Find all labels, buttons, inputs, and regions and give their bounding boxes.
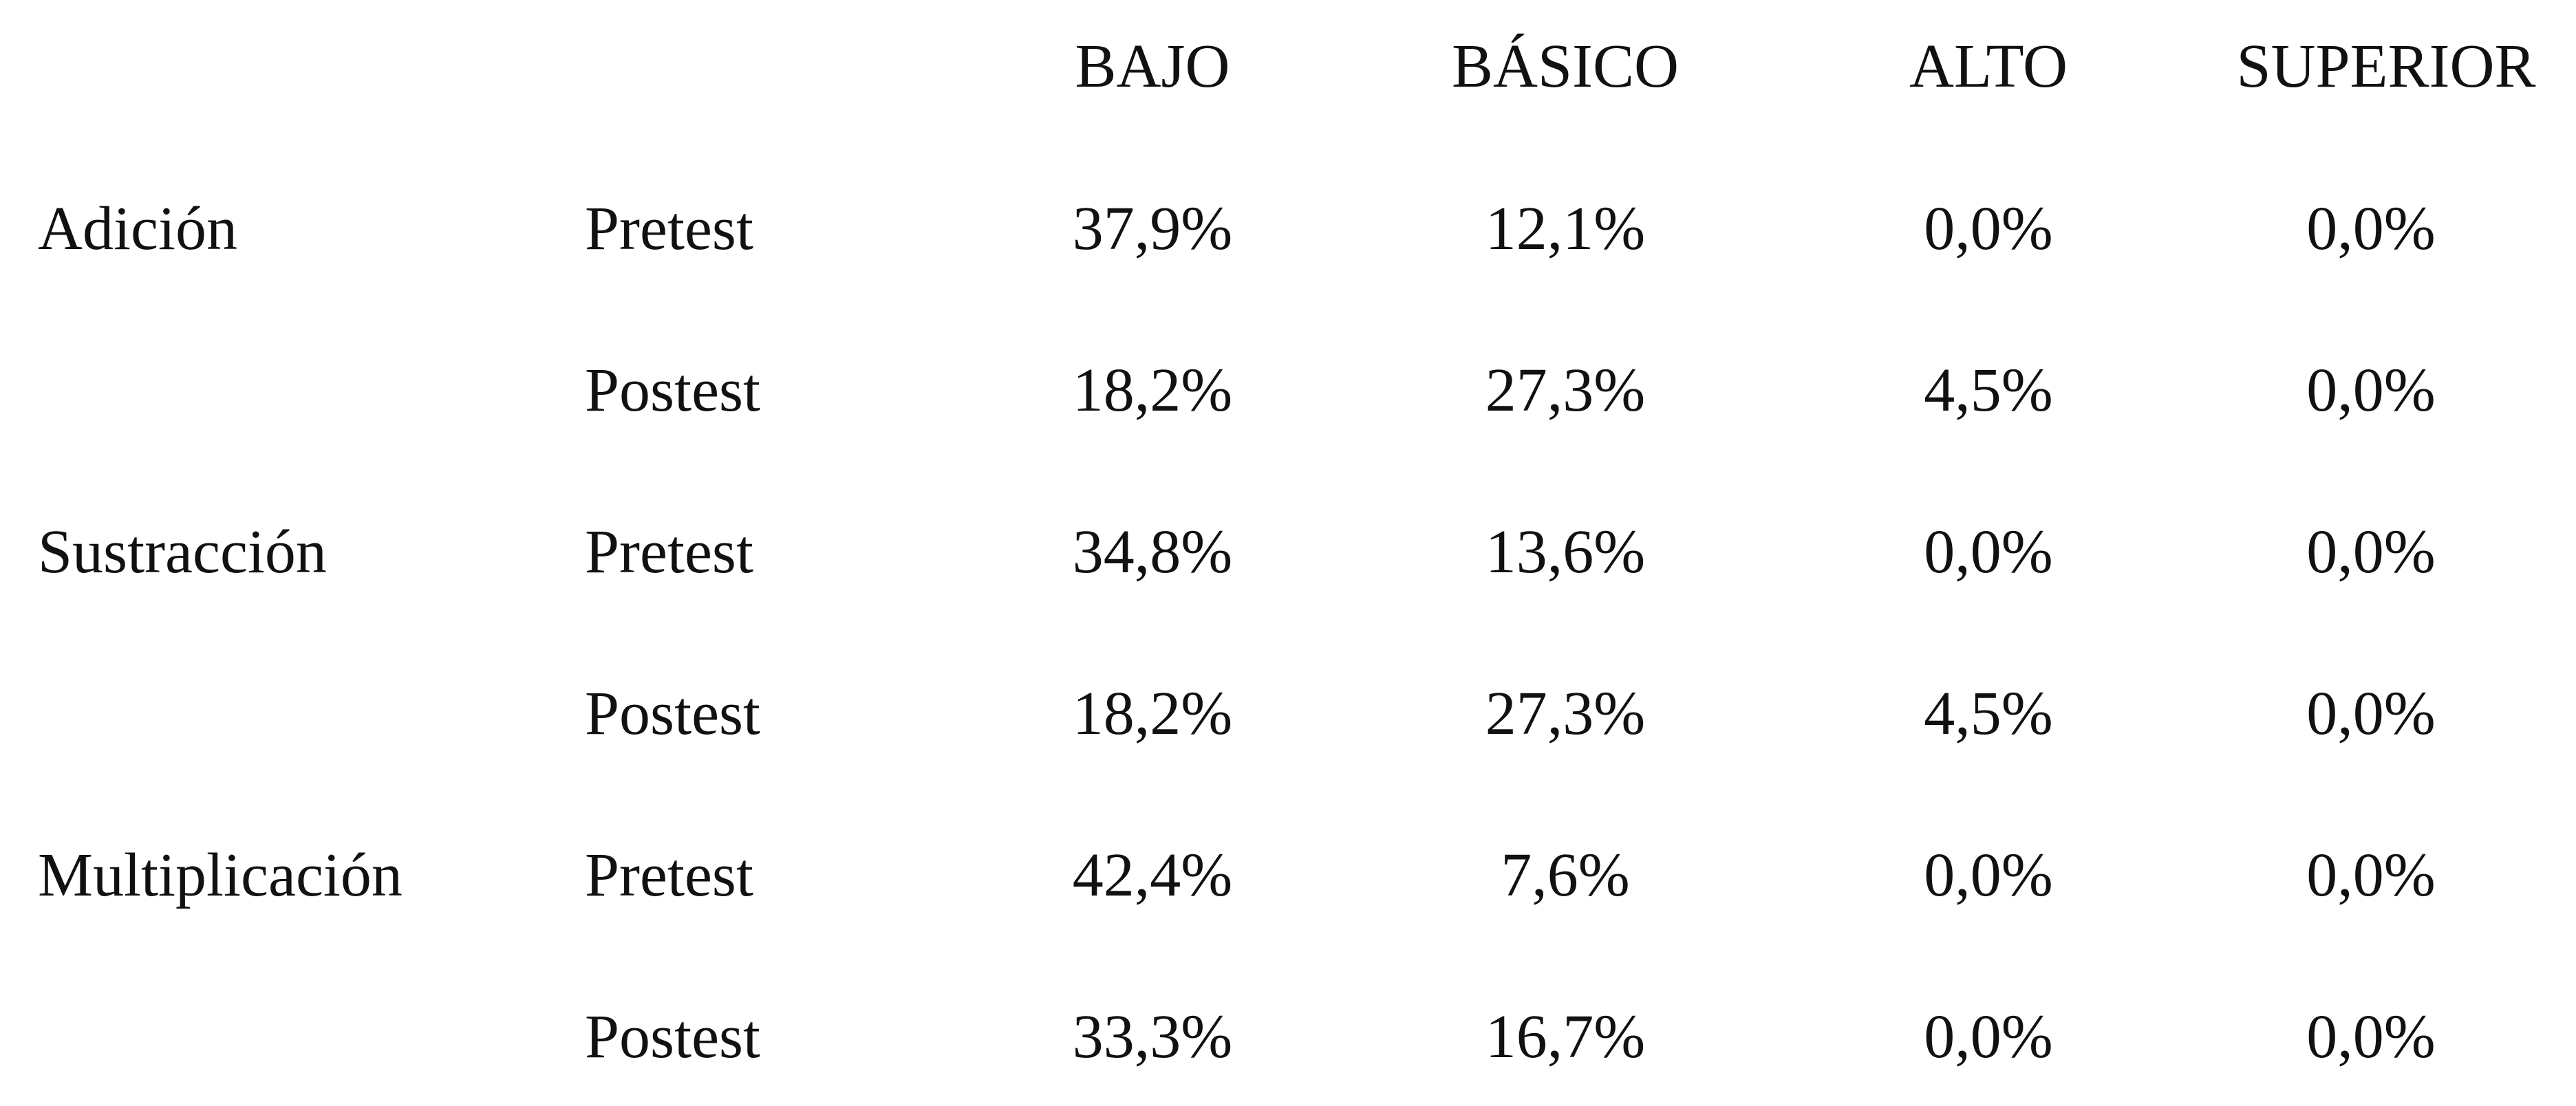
cell-bajo: 33,3% <box>1072 1003 1233 1071</box>
column-header-alto: ALTO <box>1909 32 2068 100</box>
cell-basico: 16,7% <box>1485 1003 1646 1071</box>
row-phase: Pretest <box>585 195 753 263</box>
cell-bajo: 42,4% <box>1072 841 1233 909</box>
row-phase: Postest <box>585 356 761 424</box>
cell-basico: 13,6% <box>1485 518 1646 586</box>
cell-basico: 12,1% <box>1485 195 1646 263</box>
cell-basico: 27,3% <box>1485 680 1646 748</box>
cell-superior: 0,0% <box>2306 356 2436 424</box>
cell-alto: 4,5% <box>1924 356 2053 424</box>
cell-alto: 0,0% <box>1924 195 2053 263</box>
cell-basico: 27,3% <box>1485 356 1646 424</box>
row-phase: Postest <box>585 1003 761 1071</box>
cell-superior: 0,0% <box>2306 195 2436 263</box>
cell-bajo: 18,2% <box>1072 356 1233 424</box>
cell-bajo: 34,8% <box>1072 518 1233 586</box>
column-header-basico: BÁSICO <box>1451 32 1679 100</box>
cell-alto: 0,0% <box>1924 518 2053 586</box>
row-category: Sustracción <box>38 518 327 586</box>
cell-alto: 4,5% <box>1924 680 2053 748</box>
column-header-bajo: BAJO <box>1075 32 1230 100</box>
column-header-superior: SUPERIOR <box>2236 32 2536 100</box>
cell-superior: 0,0% <box>2306 680 2436 748</box>
row-category: Multiplicación <box>38 841 402 909</box>
row-phase: Pretest <box>585 841 753 909</box>
row-phase: Postest <box>585 680 761 748</box>
cell-bajo: 37,9% <box>1072 195 1233 263</box>
cell-alto: 0,0% <box>1924 1003 2053 1071</box>
cell-basico: 7,6% <box>1501 841 1630 909</box>
cell-bajo: 18,2% <box>1072 680 1233 748</box>
cell-superior: 0,0% <box>2306 1003 2436 1071</box>
cell-superior: 0,0% <box>2306 518 2436 586</box>
cell-superior: 0,0% <box>2306 841 2436 909</box>
row-phase: Pretest <box>585 518 753 586</box>
cell-alto: 0,0% <box>1924 841 2053 909</box>
row-category: Adición <box>38 195 237 263</box>
